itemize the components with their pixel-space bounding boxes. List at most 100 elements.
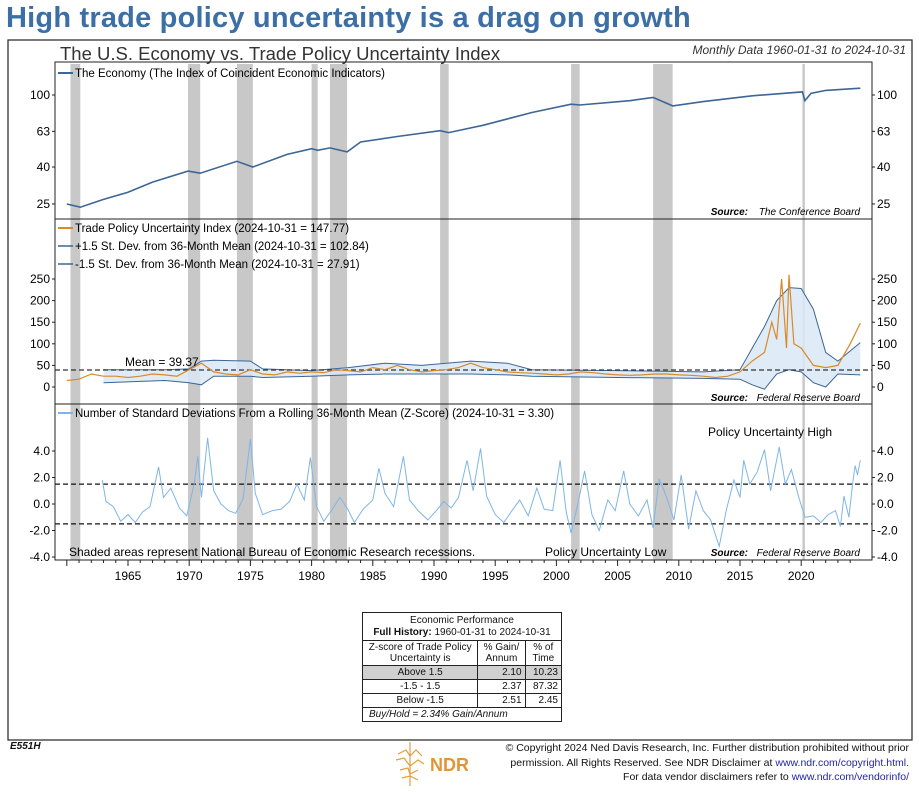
zscore-tick-right: -2.0 <box>877 524 898 538</box>
perf-header-gain: % Gain/ Annum <box>477 640 526 666</box>
economy-tick-left: 40 <box>37 160 51 174</box>
zscore-tick-right: -4.0 <box>877 550 898 564</box>
band-fill <box>103 287 861 390</box>
logo-text: NDR <box>430 755 468 775</box>
zscore-tick-left: -4.0 <box>29 550 50 564</box>
x-tick-label: 2000 <box>543 569 570 583</box>
copyright: © Copyright 2024 Ned Davis Research, Inc… <box>506 741 909 785</box>
chart-frame <box>7 39 913 741</box>
economy-tick-left: 100 <box>30 88 50 102</box>
tpu-tick-left: 250 <box>30 272 50 286</box>
table-row: -1.5 - 1.5 2.37 87.32 <box>363 679 561 694</box>
zscore-line <box>101 437 861 549</box>
perf-row-label: Below -1.5 <box>363 693 478 707</box>
perf-row-time: 10.23 <box>524 665 561 680</box>
panel-frame-1 <box>54 61 873 220</box>
tpu-tick-right: 250 <box>877 272 897 286</box>
recession-bar <box>571 64 580 560</box>
x-tick-label: 1970 <box>176 569 203 583</box>
economy-tick-right: 63 <box>877 124 891 138</box>
date-range: Monthly Data 1960-01-31 to 2024-10-31 <box>693 43 906 57</box>
tpu-tick-right: 200 <box>877 294 897 308</box>
economy-tick-right: 100 <box>877 88 897 102</box>
zscore-tick-left: -2.0 <box>29 524 50 538</box>
tpu-tick-left: 200 <box>30 294 50 308</box>
tpu-tick-left: 50 <box>37 358 51 372</box>
vendor-link[interactable]: www.ndr.com/vendorinfo/ <box>791 771 909 783</box>
tpu-tick-right: 150 <box>877 315 897 329</box>
recession-bar <box>311 64 318 560</box>
axes: 100 100 63 63 40 40 25 25 250 250 200 200 150 150 100 1… <box>29 61 898 583</box>
upper-band-line <box>103 287 861 373</box>
economy-line <box>66 87 861 209</box>
perf-header-time: % of Time <box>524 640 561 666</box>
recession-bar <box>440 64 449 560</box>
perf-row-time: 2.45 <box>524 693 561 707</box>
zscore-tick-left: 0.0 <box>33 497 50 511</box>
zscore-tick-right: 0.0 <box>877 497 894 511</box>
perf-history-label: Full History: <box>373 627 432 638</box>
perf-row-label: -1.5 - 1.5 <box>363 679 478 694</box>
legend-tpu: Trade Policy Uncertainty Index (2024-10-… <box>75 223 349 235</box>
tpu-tick-left: 150 <box>30 315 50 329</box>
perf-buy-hold: Buy/Hold = 2.34% Gain/Annum <box>363 707 561 721</box>
perf-row-label: Above 1.5 <box>363 665 478 680</box>
x-tick-label: 1990 <box>421 569 448 583</box>
x-tick-label: 2020 <box>788 569 815 583</box>
legend-economy: The Economy (The Index of Coincident Eco… <box>75 68 385 80</box>
chart-code: E551H <box>10 741 41 752</box>
x-tick-label: 2015 <box>727 569 754 583</box>
table-row: Above 1.5 2.10 10.23 <box>363 665 561 680</box>
x-tick-label: 1965 <box>115 569 142 583</box>
x-tick-label: 2010 <box>665 569 692 583</box>
tpu-tick-left: 100 <box>30 337 50 351</box>
x-tick-label: 1980 <box>298 569 325 583</box>
legend-lower: -1.5 St. Dev. from 36-Month Mean (2024-1… <box>75 259 360 271</box>
perf-row-time: 87.32 <box>524 679 561 694</box>
bull-bear-icon <box>395 742 425 786</box>
economy-tick-right: 25 <box>877 197 891 211</box>
x-tick-label: 1985 <box>359 569 386 583</box>
copyright-line-2: permission. All Rights Reserved. See NDR… <box>510 756 773 769</box>
perf-title: Economic Performance <box>410 615 514 626</box>
tpu-tick-left: 0 <box>43 380 50 394</box>
copyright-line-3: For data vendor disclaimers refer to <box>623 771 789 783</box>
perf-history-range: 1960-01-31 to 2024-10-31 <box>434 627 551 638</box>
zscore-tick-left: 2.0 <box>33 471 50 485</box>
tpu-tick-right: 0 <box>877 380 884 394</box>
recession-bar <box>236 64 253 560</box>
recession-bar <box>653 64 673 560</box>
economy-tick-left: 63 <box>37 124 51 138</box>
perf-header-zscore: Z-score of Trade Policy Uncertainty is <box>363 640 478 666</box>
tpu-tick-right: 100 <box>877 337 897 351</box>
legend-zscore: Number of Standard Deviations From a Rol… <box>75 408 554 420</box>
source-tpu: Federal Reserve Board <box>757 393 861 404</box>
headline: High trade policy uncertainty is a drag … <box>6 2 691 34</box>
zscore-tick-right: 2.0 <box>877 471 894 485</box>
chart-title: The U.S. Economy vs. Trade Policy Uncert… <box>60 43 501 64</box>
mean-label: Mean = 39.37 <box>125 355 199 369</box>
tpu-tick-right: 50 <box>877 358 891 372</box>
series-lines <box>55 87 872 549</box>
recession-shading <box>70 64 805 560</box>
high-label: Policy Uncertainty High <box>708 425 832 439</box>
recession-bar <box>187 64 201 560</box>
recession-note: Shaded areas represent National Bureau o… <box>69 545 475 559</box>
zscore-tick-right: 4.0 <box>877 444 894 458</box>
x-tick-label: 1975 <box>237 569 264 583</box>
perf-row-gain: 2.51 <box>477 693 526 707</box>
source-economy: The Conference Board <box>759 207 861 218</box>
ndr-logo: NDR <box>395 742 468 786</box>
std-dev-band <box>103 287 861 390</box>
x-tick-label: 1995 <box>482 569 509 583</box>
panel-frame-3 <box>54 403 873 561</box>
copyright-link[interactable]: www.ndr.com/copyright.html. <box>775 756 909 769</box>
legend-upper: +1.5 St. Dev. from 36-Month Mean (2024-1… <box>75 241 369 253</box>
economy-tick-left: 25 <box>37 197 51 211</box>
low-label: Policy Uncertainty Low <box>545 545 667 559</box>
zscore-tick-left: 4.0 <box>33 444 50 458</box>
recession-bar <box>70 64 81 560</box>
source-label-1: Source: <box>711 207 748 218</box>
perf-row-gain: 2.10 <box>477 665 526 680</box>
